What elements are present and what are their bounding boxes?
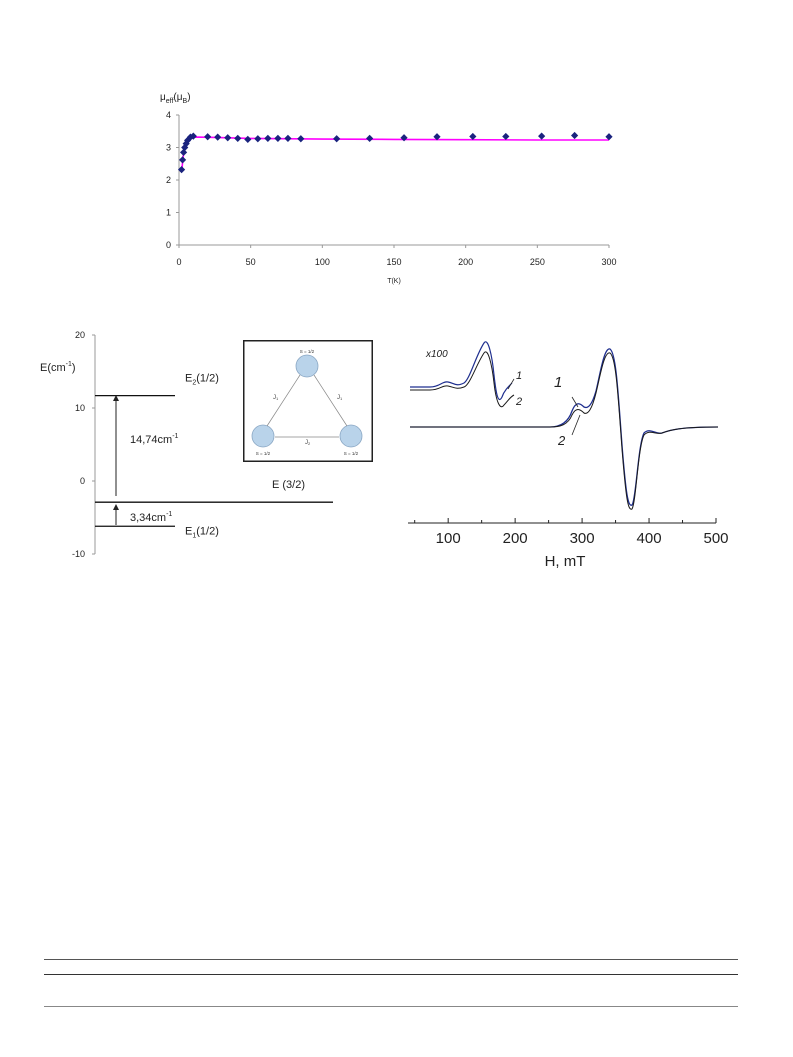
- chart1-xlabel: T(K): [387, 278, 401, 285]
- epr-tick-label: 200: [503, 530, 528, 547]
- gap-small-arrow: [113, 504, 119, 525]
- energy-level-label: E1(1/2): [185, 525, 219, 539]
- chart1-ylabel: μeff(μB): [160, 92, 191, 105]
- chart1-fit-curve: [180, 136, 609, 172]
- chart1-data-point: [502, 132, 510, 141]
- chart1-data-point: [538, 132, 546, 140]
- chart1-x-tick-label: 50: [246, 257, 256, 267]
- gap-small-label: 3,34cm-1: [130, 511, 172, 524]
- top-node: [295, 354, 319, 378]
- epr-tick-label: 100: [436, 530, 461, 547]
- chart1-data-point: [284, 134, 292, 142]
- curve-2-label: 2: [557, 433, 566, 448]
- j-right-label: J1: [337, 395, 343, 401]
- j-left-label: J1: [273, 395, 279, 401]
- epr-x-axis: 100 200 300 400 500: [408, 518, 729, 547]
- chart1-y-tick-label: 1: [166, 208, 171, 218]
- right-node: [339, 424, 363, 448]
- left-spin-label: S = 1/2: [256, 451, 271, 456]
- energy-level-label: E (3/2): [272, 479, 305, 491]
- epr-tick-label: 300: [570, 530, 595, 547]
- scale-annotation: x100: [425, 349, 448, 360]
- left-node: [251, 424, 275, 448]
- chart1-x-tick-label: 200: [458, 257, 473, 267]
- chart1-data-point: [224, 134, 232, 142]
- footer-rule-middle: [44, 974, 738, 975]
- j-bottom-label: J2: [305, 440, 311, 446]
- edge-right: [313, 374, 348, 427]
- chart1-data-point: [366, 134, 374, 142]
- footer-rule-top: [44, 959, 738, 960]
- curve-2: [410, 352, 719, 510]
- chart1-data-point: [400, 134, 408, 142]
- curve-1-leader: [571, 396, 579, 408]
- mu-eff-chart: μeff(μB) 0 1 2 3 4 0 50 100 150 200 250 300 T(K): [160, 92, 617, 285]
- chart1-data-point: [333, 135, 341, 143]
- energy-axis: 20 10 0 -10: [72, 330, 96, 559]
- epr-xlabel: H, mT: [545, 553, 586, 570]
- right-spin-label: S = 1/2: [344, 451, 359, 456]
- gap-large-arrow: [113, 395, 119, 496]
- curve-2-zoom-label: 2: [515, 396, 522, 408]
- epr-spectrum-chart: x100 1 2 1 2 100 200 300 400 500 H, mT: [408, 341, 729, 570]
- chart1-y-tick-label: 3: [166, 143, 171, 153]
- energy-level-label: E2(1/2): [185, 373, 219, 387]
- chart1-data-point: [177, 166, 186, 174]
- chart1-x-tick-label: 150: [386, 257, 401, 267]
- energy-axis-label: E(cm-1): [40, 361, 76, 374]
- chart1-x-tick-label: 300: [601, 257, 616, 267]
- chart1-axes: 0 1 2 3 4 0 50 100 150 200 250 300: [166, 110, 617, 267]
- epr-tick-label: 400: [637, 530, 662, 547]
- chart1-data-point: [571, 131, 579, 140]
- top-spin-label: S = 1/2: [300, 349, 315, 354]
- chart1-data-point: [433, 133, 441, 141]
- energy-tick-label: 0: [80, 476, 85, 486]
- chart1-y-tick-label: 2: [166, 175, 171, 185]
- energy-tick-label: -10: [72, 549, 85, 559]
- chart1-x-tick-label: 0: [176, 257, 181, 267]
- curve-1-zoom-label: 1: [516, 370, 522, 382]
- chart1-data-point: [234, 134, 242, 142]
- chart1-y-tick-label: 4: [166, 110, 171, 120]
- chart1-data-point: [274, 134, 282, 142]
- gap-large-label: 14,74cm-1: [130, 433, 179, 446]
- edge-left: [266, 374, 301, 427]
- curve-1-label: 1: [554, 374, 562, 391]
- curve-2-leader: [571, 414, 581, 436]
- chart1-x-tick-label: 250: [530, 257, 545, 267]
- curve-2-zoom: [410, 351, 515, 408]
- chart1-data-point: [214, 133, 222, 141]
- chart1-data-point: [244, 135, 252, 143]
- energy-levels: E2(1/2) E (3/2) E1(1/2): [95, 373, 333, 539]
- chart1-data-point: [178, 156, 187, 164]
- chart1-fit-line: [180, 136, 609, 172]
- epr-tick-label: 500: [703, 530, 728, 547]
- chart1-y-tick-label: 0: [166, 240, 171, 250]
- energy-level-diagram: E(cm-1) 20 10 0 -10 E2(1/2) E (3/2) E1(1/2) 1…: [40, 330, 333, 559]
- chart1-data-point: [189, 132, 197, 140]
- chart1-data-point: [469, 132, 477, 141]
- footer-rule-bottom: [44, 1006, 738, 1007]
- chart1-data-point: [179, 148, 188, 156]
- chart1-data-point: [297, 135, 305, 143]
- chart1-data-point: [264, 134, 272, 142]
- curve-1-zoom: [410, 341, 513, 401]
- chart1-data-point: [204, 133, 212, 141]
- spin-triangle-scheme: S = 1/2 J1 J1 J2 S = 1/2 S = 1/2: [243, 340, 373, 462]
- energy-tick-label: 20: [75, 330, 85, 340]
- energy-tick-label: 10: [75, 403, 85, 413]
- chart1-data-point: [254, 135, 262, 143]
- chart1-x-tick-label: 100: [315, 257, 330, 267]
- chart1-data-point: [605, 133, 613, 141]
- curve-1-zoom-leader: [507, 378, 515, 390]
